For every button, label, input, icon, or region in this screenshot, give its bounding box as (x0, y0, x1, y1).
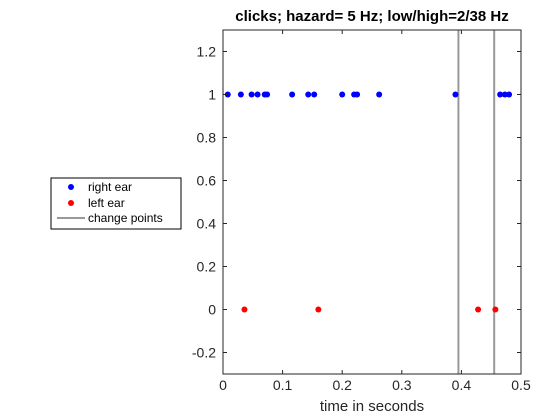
right-ear-point (254, 91, 261, 98)
x-axis-label: time in seconds (320, 398, 424, 415)
x-axis-ticks: 0 0.1 0.2 0.3 0.4 0.5 (219, 30, 531, 393)
legend-marker-right-ear (68, 184, 74, 190)
legend-label-left-ear: left ear (88, 196, 125, 210)
right-ear-point (501, 91, 508, 98)
right-ear-point (248, 91, 255, 98)
right-ear-point (237, 91, 244, 98)
right-ear-point (506, 91, 513, 98)
left-ear-point (492, 306, 499, 313)
right-ear-point (305, 91, 312, 98)
legend: right ear left ear change points (50, 177, 182, 230)
left-ear-point (241, 306, 248, 313)
y-tick-label: 1 (208, 87, 216, 103)
y-tick-label: 0.2 (197, 259, 217, 275)
right-ear-point (452, 91, 459, 98)
right-ear-point (289, 91, 296, 98)
chart-title: clicks; hazard= 5 Hz; low/high=2/38 Hz (235, 8, 508, 25)
left-ear-point (315, 306, 322, 313)
right-ear-point (354, 91, 361, 98)
x-tick-label: 0.5 (511, 377, 531, 393)
y-tick-label: 0.8 (197, 130, 217, 146)
x-tick-label: 0.3 (392, 377, 412, 393)
legend-label-change-points: change points (88, 211, 163, 225)
data-points (224, 91, 513, 313)
plot-area: 0 0.1 0.2 0.3 0.4 0.5 -0.200.20.40.60.811.2 (192, 29, 531, 393)
right-ear-point (376, 91, 383, 98)
left-ear-point (475, 306, 482, 313)
x-tick-label: 0.4 (452, 377, 472, 393)
x-tick-label: 0.2 (332, 377, 352, 393)
x-tick-label: 0 (219, 377, 227, 393)
y-tick-label: 0 (208, 302, 216, 318)
legend-label-right-ear: right ear (88, 180, 132, 194)
axes-background (223, 30, 521, 374)
y-tick-label: 1.2 (197, 44, 217, 60)
right-ear-point (311, 91, 318, 98)
y-tick-label: 0.6 (197, 173, 217, 189)
right-ear-point (497, 91, 504, 98)
legend-marker-left-ear (68, 200, 74, 206)
y-axis-ticks: -0.2 0 0.2 0.4 0.6 0.8 1 1.2 (192, 44, 521, 361)
y-tick-label: 0.4 (197, 216, 217, 232)
right-ear-point (224, 91, 231, 98)
right-ear-point (339, 91, 346, 98)
change-point-lines (457, 30, 496, 374)
axes-box (222, 29, 522, 375)
y-tick-label: -0.2 (192, 345, 216, 361)
right-ear-point (264, 91, 271, 98)
x-tick-label: 0.1 (273, 377, 293, 393)
